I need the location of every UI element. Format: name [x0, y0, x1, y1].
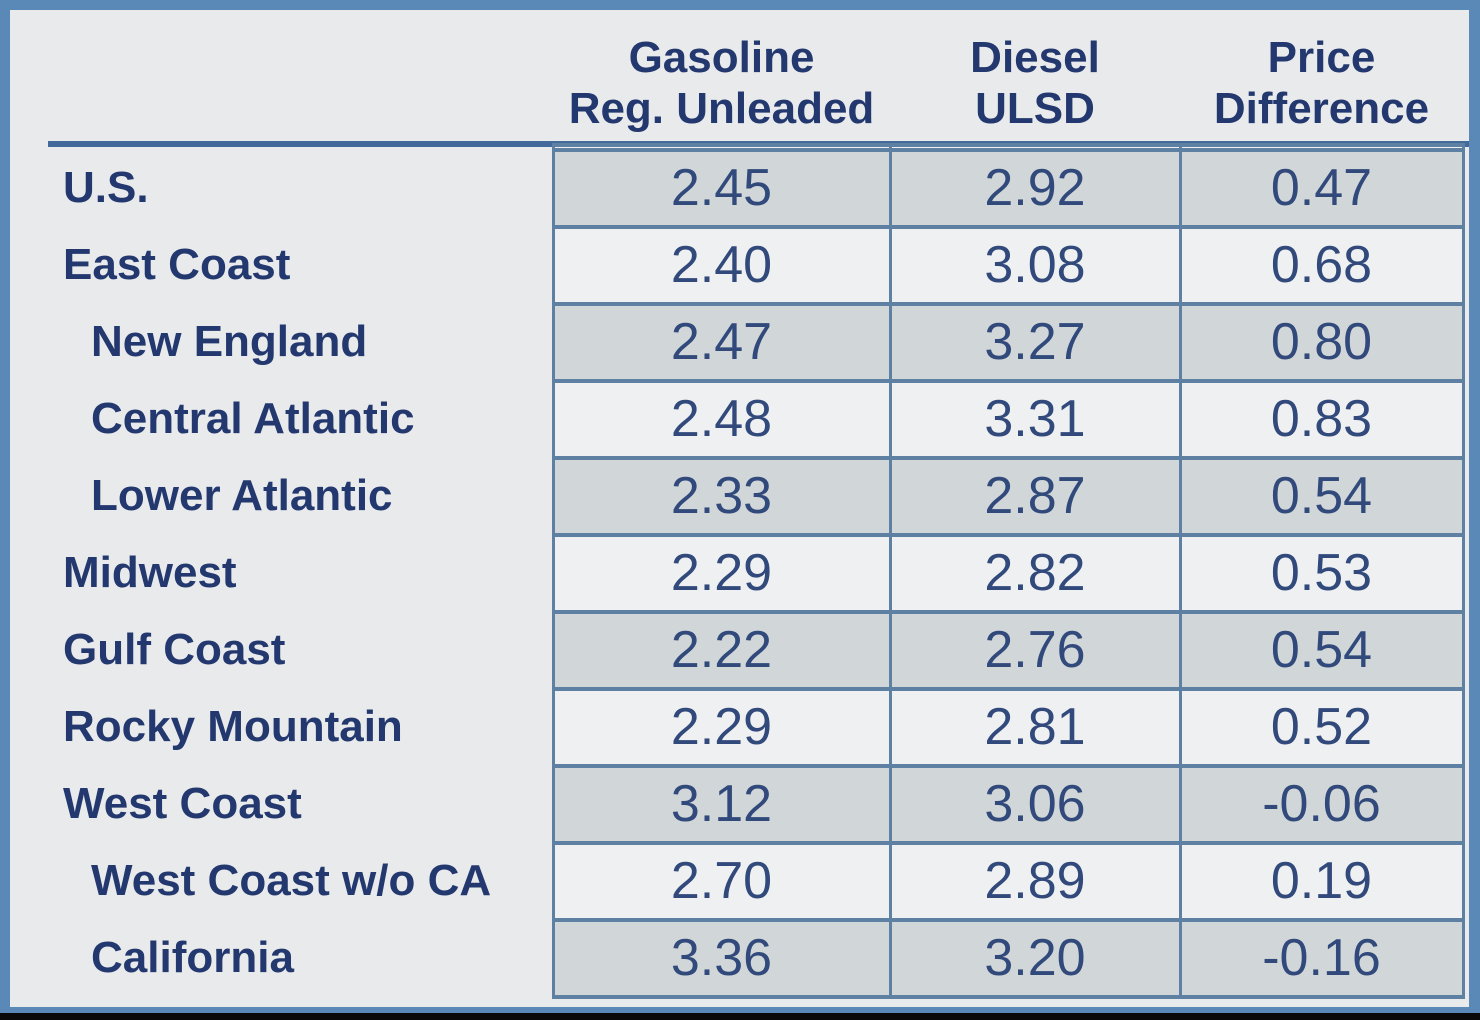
table-row: Midwest 2.29 2.82 0.53: [55, 532, 1465, 614]
gasoline-value: 3.36: [551, 917, 892, 1000]
column-header-gasoline: Gasoline Reg. Unleaded: [553, 32, 890, 134]
column-header-price-difference-line1: Price: [1267, 33, 1376, 82]
price-difference-value: 0.53: [1178, 532, 1465, 614]
empty-price-difference-cell: [1178, 143, 1465, 152]
diesel-value: 3.31: [888, 378, 1182, 460]
header-rule: [48, 141, 1469, 147]
diesel-value: 2.81: [888, 686, 1182, 768]
diesel-value: 2.82: [888, 532, 1182, 614]
region-label: Midwest: [63, 548, 237, 598]
column-header-price-difference-line2: Difference: [1213, 84, 1430, 133]
diesel-value: 3.06: [888, 763, 1182, 845]
price-table-panel: Gasoline Reg. Unleaded Diesel ULSD Price…: [10, 10, 1469, 1007]
column-header-gasoline-line2: Reg. Unleaded: [568, 84, 875, 133]
diesel-value: 2.76: [888, 609, 1182, 691]
diesel-value: 3.27: [888, 301, 1182, 383]
diesel-value: 2.87: [888, 455, 1182, 537]
price-difference-value: 0.47: [1178, 147, 1465, 229]
region-label: New England: [91, 317, 368, 367]
region-label: California: [91, 933, 294, 983]
region-label: Lower Atlantic: [91, 471, 393, 521]
bottom-black-strip: [0, 1013, 1480, 1020]
gasoline-value: 2.70: [551, 840, 892, 922]
gasoline-value: 3.12: [551, 763, 892, 845]
fuel-price-table: U.S. 2.45 2.92 0.47 East Coast 2.40 3.08…: [55, 143, 1465, 1000]
gasoline-value: 2.40: [551, 224, 892, 306]
diesel-value: 2.89: [888, 840, 1182, 922]
column-header-diesel: Diesel ULSD: [890, 32, 1180, 134]
column-header-gasoline-line1: Gasoline: [628, 33, 815, 82]
region-label: U.S.: [63, 163, 149, 213]
diesel-value: 3.08: [888, 224, 1182, 306]
price-difference-value: -0.06: [1178, 763, 1465, 845]
price-difference-value: 0.68: [1178, 224, 1465, 306]
column-header-diesel-line2: ULSD: [975, 84, 1095, 133]
gasoline-value: 2.47: [551, 301, 892, 383]
region-label: East Coast: [63, 240, 291, 290]
table-row: Central Atlantic 2.48 3.31 0.83: [55, 378, 1465, 460]
gasoline-value: 2.29: [551, 532, 892, 614]
price-difference-value: 0.54: [1178, 609, 1465, 691]
price-difference-value: 0.83: [1178, 378, 1465, 460]
column-header-diesel-line1: Diesel: [970, 33, 1100, 82]
diesel-value: 2.92: [888, 147, 1182, 229]
region-label: West Coast w/o CA: [91, 856, 492, 906]
table-row: New England 2.47 3.27 0.80: [55, 301, 1465, 383]
table-row: Rocky Mountain 2.29 2.81 0.52: [55, 686, 1465, 768]
price-difference-value: 0.80: [1178, 301, 1465, 383]
table-row: East Coast 2.40 3.08 0.68: [55, 224, 1465, 306]
region-label: Central Atlantic: [91, 394, 415, 444]
gasoline-value: 2.45: [551, 147, 892, 229]
table-row: Lower Atlantic 2.33 2.87 0.54: [55, 455, 1465, 537]
gasoline-value: 2.22: [551, 609, 892, 691]
price-difference-value: 0.19: [1178, 840, 1465, 922]
empty-gasoline-cell: [551, 143, 892, 152]
region-label: Gulf Coast: [63, 625, 286, 675]
table-row: Gulf Coast 2.22 2.76 0.54: [55, 609, 1465, 691]
column-header-price-difference: Price Difference: [1180, 32, 1463, 134]
price-difference-value: -0.16: [1178, 917, 1465, 1000]
region-label: Rocky Mountain: [63, 702, 403, 752]
empty-spacer-row: [55, 143, 1465, 152]
table-row: California 3.36 3.20 -0.16: [55, 917, 1465, 1000]
price-difference-value: 0.52: [1178, 686, 1465, 768]
gasoline-value: 2.29: [551, 686, 892, 768]
region-label: West Coast: [63, 779, 302, 829]
diesel-value: 3.20: [888, 917, 1182, 1000]
price-difference-value: 0.54: [1178, 455, 1465, 537]
table-row: West Coast w/o CA 2.70 2.89 0.19: [55, 840, 1465, 922]
gasoline-value: 2.33: [551, 455, 892, 537]
table-row: West Coast 3.12 3.06 -0.06: [55, 763, 1465, 845]
empty-diesel-cell: [888, 143, 1182, 152]
gasoline-value: 2.48: [551, 378, 892, 460]
table-row: U.S. 2.45 2.92 0.47: [55, 147, 1465, 229]
